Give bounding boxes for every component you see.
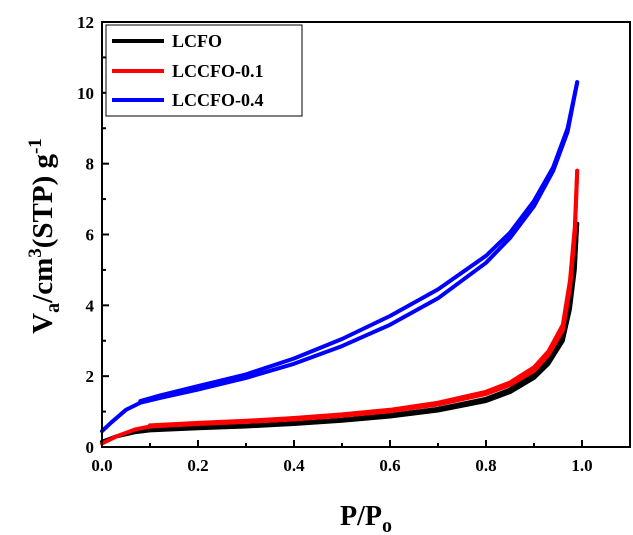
legend-label-lccfo-0-4: LCCFO-0.4 (172, 90, 264, 110)
series-lccfo-0-4-desorption (138, 80, 580, 403)
x-tick-label: 0.0 (91, 456, 112, 475)
x-tick-label: 0.2 (187, 456, 208, 475)
y-axis-title: Va/cm3(STP) g-1 (25, 138, 64, 334)
series-lccfo-0-1-desorption (148, 168, 580, 428)
series-lcfo-adsorption (100, 221, 580, 444)
legend-label-lcfo: LCFO (172, 31, 222, 51)
y-tick-label: 2 (86, 367, 95, 386)
y-tick-label: 6 (86, 226, 95, 245)
series-lccfo-0-1-adsorption (100, 168, 580, 446)
y-tick-label: 12 (77, 13, 94, 32)
x-axis-title: P/Po (340, 501, 392, 535)
legend-label-lccfo-0-1: LCCFO-0.1 (172, 61, 264, 81)
x-tick-label: 0.6 (379, 456, 400, 475)
series-layer (100, 80, 580, 446)
y-tick-label: 10 (77, 84, 94, 103)
x-tick-label: 0.8 (475, 456, 496, 475)
y-tick-label: 4 (86, 296, 95, 315)
y-tick-label: 8 (86, 155, 95, 174)
y-tick-label: 0 (86, 438, 95, 457)
x-tick-label: 0.4 (283, 456, 305, 475)
series-lccfo-0-4-adsorption (100, 80, 580, 434)
x-tick-label: 1.0 (571, 456, 592, 475)
legend: LCFO LCCFO-0.1 LCCFO-0.4 (105, 24, 303, 117)
ticks-layer: 0.0 0.2 0.4 0.6 0.8 1.0 0 2 4 6 8 10 12 (77, 13, 593, 475)
